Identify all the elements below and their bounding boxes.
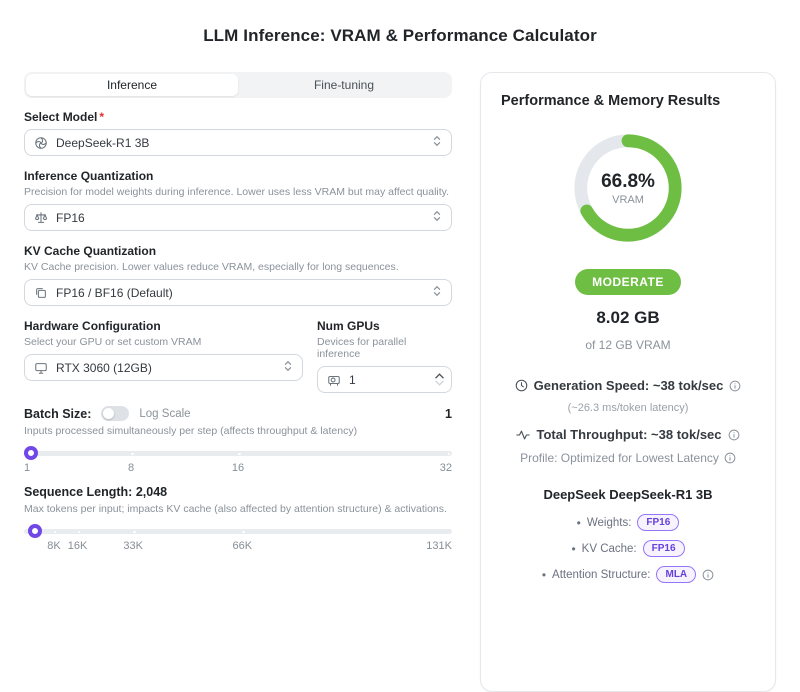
spinner-up-icon [435,373,444,379]
results-card: Performance & Memory Results 66.8% VRAM … [480,72,776,692]
weights-quant-pill: FP16 [637,514,680,531]
hardware-description: Select your GPU or set custom VRAM [24,336,202,348]
vram-gauge-svg [574,134,682,242]
inference-quant-label: Inference Quantization [24,169,154,183]
num-gpus-group: Num GPUs Devices for parallel inference … [317,319,452,393]
clock-icon [515,379,527,392]
hardware-row: Hardware Configuration Select your GPU o… [24,319,452,393]
layers-copy-icon [34,286,48,300]
kv-quant-group: KV Cache Quantization KV Cache precision… [24,244,452,306]
model-select[interactable]: DeepSeek-R1 3B [24,129,452,156]
num-gpus-value: 1 [349,372,356,387]
latency-note: (~26.3 ms/token latency) [567,402,689,414]
activity-icon [516,430,531,439]
profile-line: Profile: Optimized for Lowest Latency [499,451,757,465]
sequence-slider-handle[interactable] [27,524,42,538]
gpu-chip-icon [327,373,341,387]
vram-usage: 8.02 GB [596,308,660,327]
gpu-select[interactable]: RTX 3060 (12GB) [24,354,303,381]
batch-slider-handle[interactable] [24,446,38,460]
batch-size-group: Batch Size: Log Scale 1 Inputs processed… [24,406,452,476]
page-title: LLM Inference: VRAM & Performance Calcul… [203,26,597,45]
log-scale-toggle[interactable] [101,406,130,421]
chevron-updown-icon [432,134,442,152]
inference-quant-select[interactable]: FP16 [24,204,452,231]
sequence-length-group: Sequence Length: 2,048 Max tokens per in… [24,485,452,554]
throughput-line: Total Throughput: ~38 tok/sec [499,427,757,442]
kv-cache-quant-pill: FP16 [642,540,685,557]
num-gpus-input[interactable]: 1 [317,366,452,393]
chevron-updown-icon [432,209,442,227]
chevron-updown-icon [432,284,442,302]
spec-row-weights: • Weights: FP16 [499,514,757,531]
spinner-down-icon [435,380,444,386]
attention-structure-pill: MLA [656,566,697,583]
generation-speed-line: Generation Speed: ~38 tok/sec [499,378,757,393]
toggle-knob [103,408,115,419]
inference-quant-value: FP16 [56,210,85,225]
batch-size-label: Batch Size: [24,406,92,421]
slider-track [24,529,452,534]
monitor-icon [34,361,48,375]
sequence-length-description: Max tokens per input; impacts KV cache (… [24,503,447,515]
sequence-length-label: Sequence Length: 2,048 [24,485,168,499]
info-icon[interactable] [729,380,741,392]
batch-size-slider[interactable] [24,446,452,460]
log-scale-label: Log Scale [139,407,191,420]
sequence-length-slider[interactable] [24,524,452,538]
bullet: • [571,541,576,556]
results-heading: Performance & Memory Results [501,93,721,109]
tab-fine-tuning[interactable]: Fine-tuning [313,78,375,92]
vram-gauge-arc [574,134,682,242]
vram-calculator-page: LLM Inference: VRAM & Performance Calcul… [24,26,776,692]
sequence-slider-ticks: 8K 16K 33K 66K 131K [47,540,452,552]
kv-quant-label: KV Cache Quantization [24,244,157,258]
mode-tabbar: Inference Fine-tuning [24,72,452,98]
model-select-value: DeepSeek-R1 3B [56,135,150,150]
vram-gauge: 66.8% VRAM [499,129,757,247]
kv-quant-description: KV Cache precision. Lower values reduce … [24,261,399,273]
gpu-select-value: RTX 3060 (12GB) [56,360,152,375]
kv-quant-value: FP16 / BF16 (Default) [56,285,173,300]
info-icon[interactable] [728,429,740,441]
bullet: • [576,515,581,530]
num-gpus-spinner[interactable] [428,373,451,386]
spec-row-attention: • Attention Structure: MLA [499,566,757,583]
main-layout: Inference Fine-tuning Select Model * Deep… [0,72,800,692]
status-badge: MODERATE [575,269,681,295]
batch-size-header: Batch Size: Log Scale 1 [24,406,452,421]
num-gpus-label: Num GPUs [317,319,380,333]
vram-capacity: of 12 GB VRAM [585,338,671,352]
hardware-group: Hardware Configuration Select your GPU o… [24,319,303,393]
model-group: Select Model * DeepSeek-R1 3B [24,110,452,156]
scale-icon [34,211,48,225]
inference-quant-group: Inference Quantization Precision for mod… [24,169,452,231]
batch-size-value: 1 [445,406,452,421]
sequence-length-header: Sequence Length: 2,048 [24,485,452,499]
bullet: • [541,567,547,582]
info-icon[interactable] [724,452,736,464]
kv-quant-select[interactable]: FP16 / BF16 (Default) [24,279,452,306]
config-column: Inference Fine-tuning Select Model * Deep… [24,72,452,567]
model-label: Select Model * [24,110,105,124]
batch-slider-ticks: 1 8 16 32 [24,462,452,474]
batch-size-description: Inputs processed simultaneously per step… [24,425,358,437]
tab-inference[interactable]: Inference [26,74,238,96]
chevron-updown-icon [283,359,293,377]
num-gpus-description: Devices for parallel inference [317,336,407,360]
hardware-label: Hardware Configuration [24,319,161,333]
spec-row-kv-cache: • KV Cache: FP16 [499,540,757,557]
required-asterisk: * [99,110,105,124]
model-logo-icon [34,136,48,150]
result-model-name: DeepSeek DeepSeek-R1 3B [543,487,713,502]
inference-quant-description: Precision for model weights during infer… [24,186,450,198]
info-icon[interactable] [702,569,714,581]
